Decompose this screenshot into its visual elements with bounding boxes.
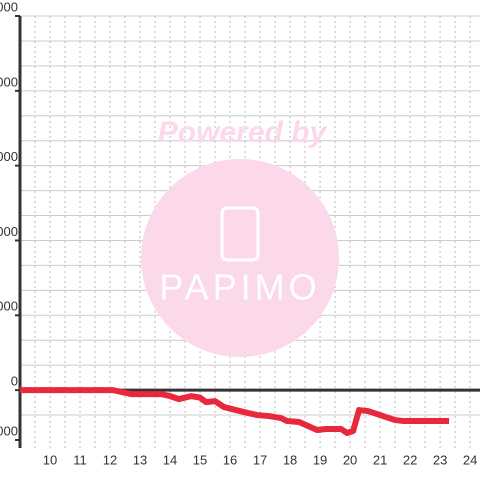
x-tick-label: 23	[433, 452, 447, 467]
y-tick-label: 90,000	[0, 149, 18, 164]
x-tick-label: 19	[313, 452, 327, 467]
x-tick-label: 16	[223, 452, 237, 467]
watermark-text: Powered by	[158, 116, 328, 149]
x-tick-label: 14	[163, 452, 177, 467]
y-tick-label: 30,000	[0, 299, 18, 314]
x-tick-label: 13	[133, 452, 147, 467]
x-tick-label: 24	[463, 452, 477, 467]
y-tick-label: 120,000	[0, 74, 18, 89]
x-tick-label: 20	[343, 452, 357, 467]
x-tick-label: 17	[253, 452, 267, 467]
x-tick-label: 18	[283, 452, 297, 467]
x-tick-label: 21	[373, 452, 387, 467]
y-tick-label: -20,000	[0, 423, 18, 438]
x-tick-label: 11	[73, 452, 87, 467]
x-tick-label: 12	[103, 452, 117, 467]
watermark: Powered by PAPIMO	[141, 116, 339, 357]
y-tick-label: 0	[11, 374, 18, 389]
watermark-circle	[141, 159, 339, 357]
y-tick-label: 60,000	[0, 224, 18, 239]
watermark-logo: PAPIMO	[159, 267, 320, 308]
x-tick-label: 22	[403, 452, 417, 467]
x-tick-label: 15	[193, 452, 207, 467]
x-tick-label: 10	[43, 452, 57, 467]
watermark-icon	[220, 206, 260, 262]
y-tick-label: 150,000	[0, 0, 18, 14]
line	[20, 387, 450, 437]
